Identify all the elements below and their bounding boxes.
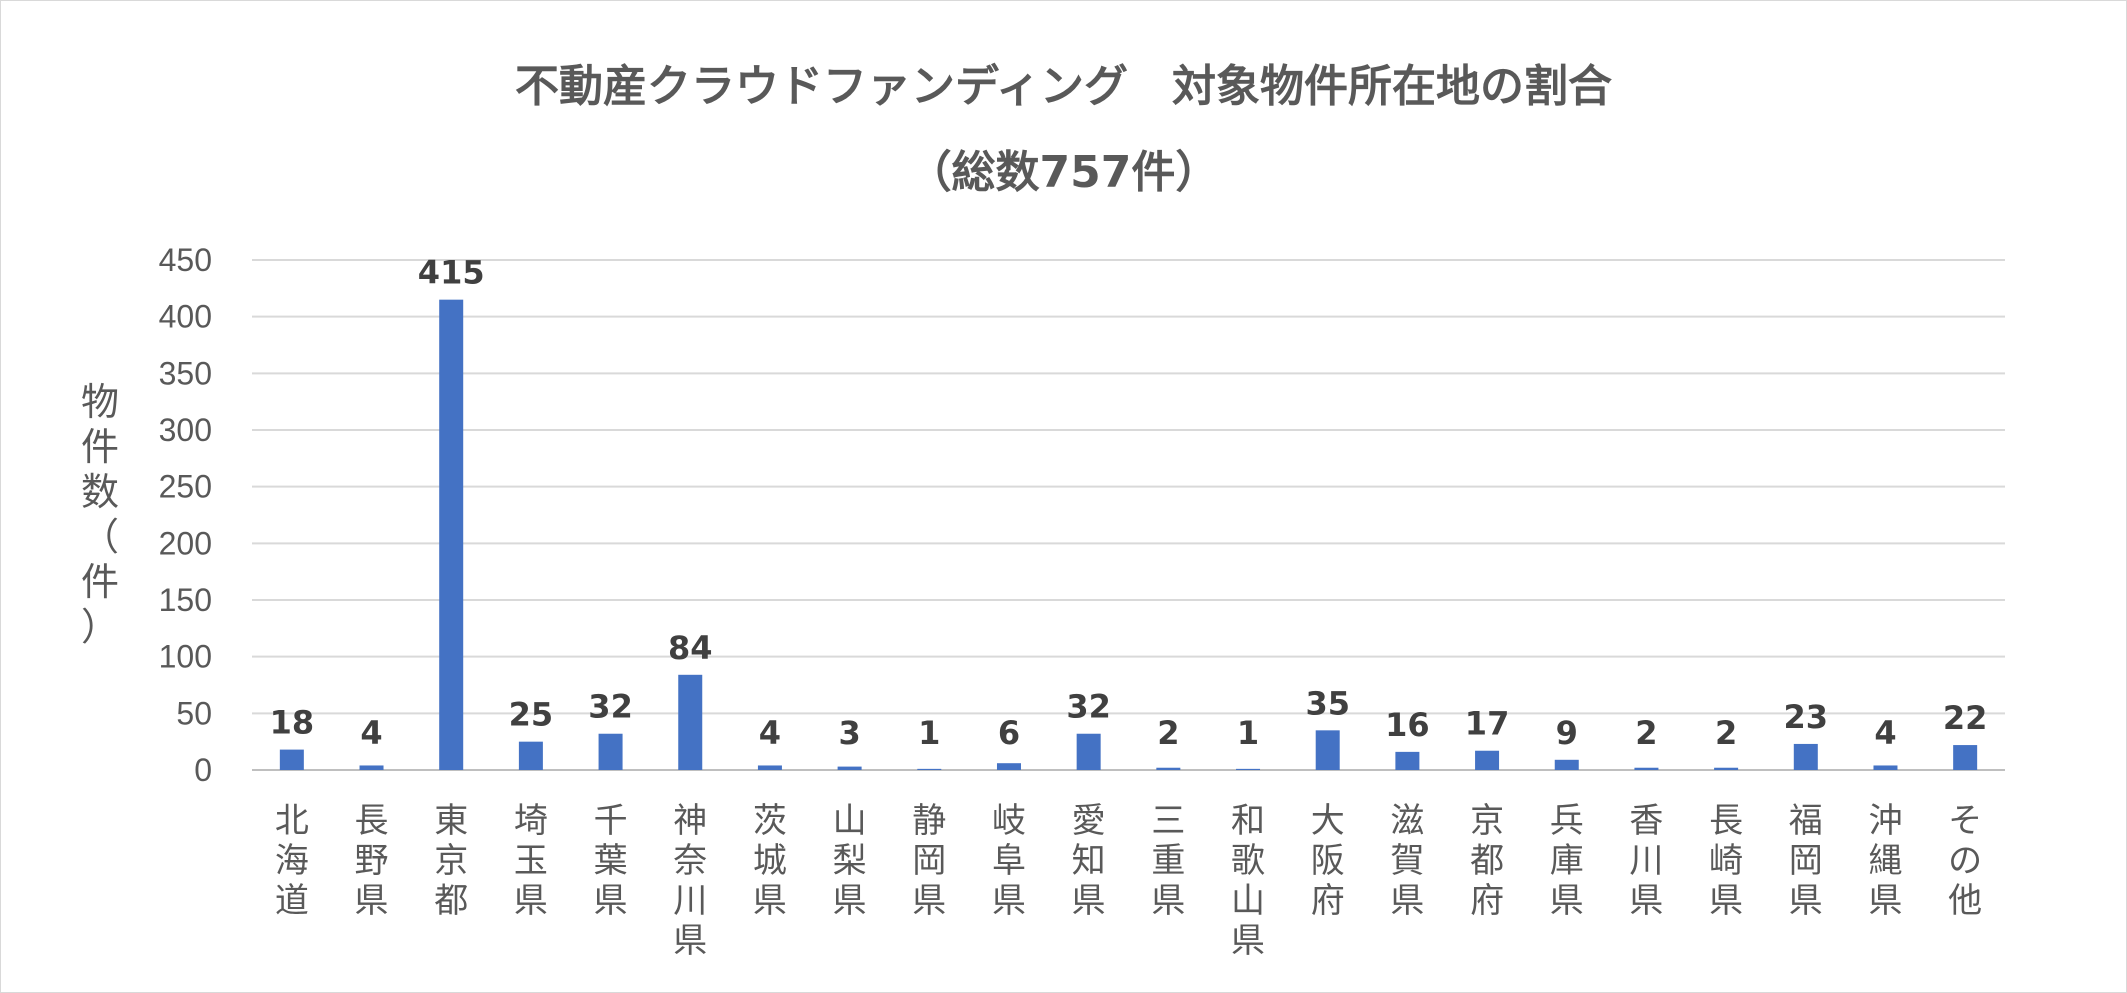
category-label: 大阪府 <box>1311 801 1345 921</box>
y-axis-label: 物件数（件） <box>81 380 119 649</box>
category-label: 千葉県 <box>594 801 628 921</box>
data-label: 415 <box>418 254 485 292</box>
data-label: 4 <box>1874 714 1896 752</box>
bar-19 <box>1793 743 1818 770</box>
data-label: 18 <box>270 704 315 742</box>
data-label: 4 <box>360 714 382 752</box>
y-tick-label: 200 <box>159 525 212 561</box>
y-tick-label: 250 <box>159 469 212 505</box>
bar-13 <box>1315 730 1340 770</box>
bar-11 <box>1156 767 1181 770</box>
bar-12 <box>1236 768 1261 770</box>
chart-title: 不動産クラウドファンディング 対象物件所在地の割合 <box>515 61 1612 112</box>
category-label: 北海道 <box>275 801 309 921</box>
data-label: 16 <box>1385 706 1430 744</box>
category-label: 京都府 <box>1470 801 1504 921</box>
y-tick-label: 400 <box>159 299 212 335</box>
category-label: 沖縄県 <box>1868 801 1902 921</box>
bar-17 <box>1634 767 1659 770</box>
y-axis-title: 物件数（件） <box>81 380 119 649</box>
category-label: 埼玉県 <box>514 801 548 921</box>
data-label: 23 <box>1784 698 1829 736</box>
category-label: 長野県 <box>355 801 389 921</box>
data-label: 35 <box>1305 684 1350 722</box>
bar-2 <box>439 299 464 770</box>
bar-4 <box>598 733 623 770</box>
bar-6 <box>757 765 782 770</box>
y-tick-label: 100 <box>159 639 212 675</box>
data-label: 32 <box>588 688 633 726</box>
x-axis-categories: 北海道 長野県 東京都 埼玉県 千葉県 神奈川県 茨城県 山梨県 静岡県 岐阜県 愛知県 三重県 和歌山… <box>275 801 1982 961</box>
bar-0 <box>279 749 304 770</box>
category-label: 滋賀県 <box>1390 801 1424 921</box>
bar-8 <box>917 768 942 770</box>
category-label: 東京都 <box>434 801 468 921</box>
y-tick-label: 0 <box>194 752 212 788</box>
y-tick-label: 50 <box>176 695 212 731</box>
bar-20 <box>1873 765 1898 770</box>
y-tick-label: 150 <box>159 582 212 618</box>
category-label: 岐阜県 <box>992 801 1026 921</box>
bar-7 <box>837 766 862 770</box>
bar-1 <box>359 765 384 770</box>
data-label: 3 <box>838 714 860 752</box>
category-label: その他 <box>1948 801 1982 921</box>
y-axis-ticks: 0 50 100 150 200 250 300 350 400 450 <box>159 242 212 788</box>
category-label: 静岡県 <box>912 801 946 921</box>
category-label: 香川県 <box>1629 801 1663 921</box>
data-label: 4 <box>759 714 781 752</box>
category-label: 神奈川県 <box>673 801 707 961</box>
bar-9 <box>996 763 1021 770</box>
category-label: 茨城県 <box>753 801 787 921</box>
bar-3 <box>518 741 543 770</box>
bar-14 <box>1395 751 1420 770</box>
data-label: 6 <box>998 714 1020 752</box>
category-label: 和歌山県 <box>1231 801 1265 961</box>
data-label: 17 <box>1465 705 1510 743</box>
bar-16 <box>1554 759 1579 770</box>
data-label: 84 <box>668 629 713 667</box>
data-label: 2 <box>1635 714 1657 752</box>
y-tick-label: 450 <box>159 242 212 278</box>
bar-15 <box>1475 750 1500 770</box>
category-label: 愛知県 <box>1072 801 1106 921</box>
data-label: 32 <box>1066 688 1111 726</box>
category-label: 山梨県 <box>833 801 867 921</box>
category-label: 兵庫県 <box>1550 801 1584 921</box>
y-tick-label: 350 <box>159 355 212 391</box>
data-label: 2 <box>1157 714 1179 752</box>
bar-18 <box>1714 767 1739 770</box>
data-label: 9 <box>1556 714 1578 752</box>
data-label: 1 <box>1237 714 1259 752</box>
data-label: 22 <box>1943 699 1988 737</box>
bar-10 <box>1076 733 1101 770</box>
category-label: 福岡県 <box>1789 801 1823 921</box>
category-label: 長崎県 <box>1709 801 1743 921</box>
category-label: 三重県 <box>1151 801 1185 921</box>
data-label: 25 <box>509 696 554 734</box>
data-label: 2 <box>1715 714 1737 752</box>
gridlines <box>252 259 2005 771</box>
y-tick-label: 300 <box>159 412 212 448</box>
data-label: 1 <box>918 714 940 752</box>
bar-21 <box>1953 745 1978 770</box>
bar-5 <box>678 674 703 770</box>
chart-subtitle: （総数757件） <box>907 147 1220 198</box>
bars <box>279 299 1978 770</box>
